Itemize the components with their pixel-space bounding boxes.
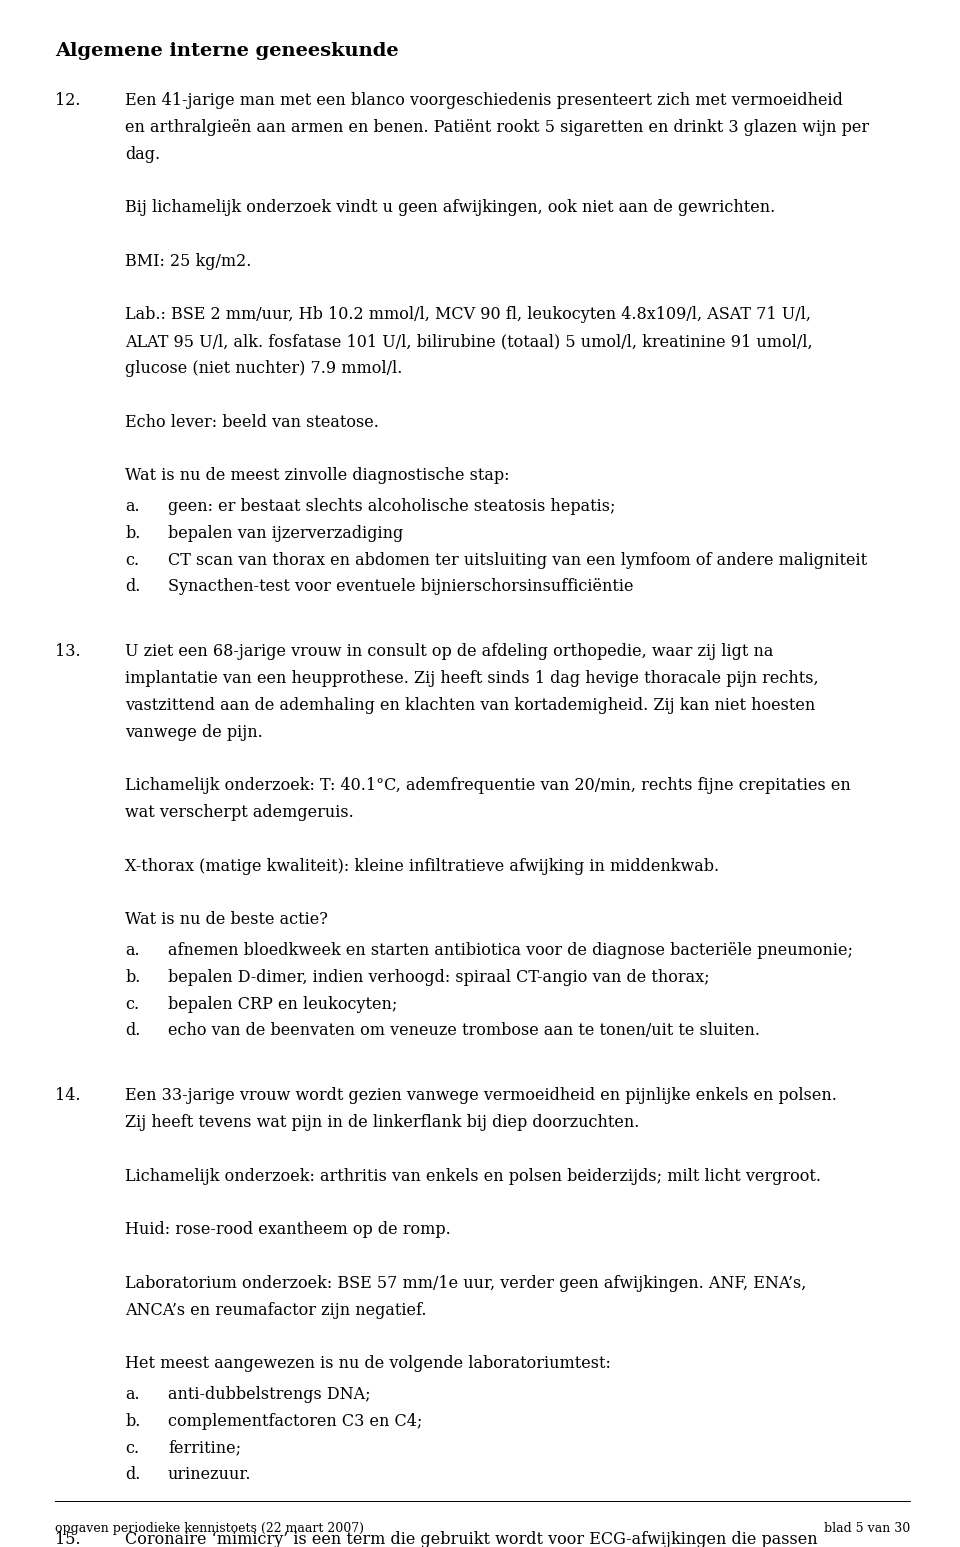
Text: Lichamelijk onderzoek: arthritis van enkels en polsen beiderzijds; milt licht ve: Lichamelijk onderzoek: arthritis van enk… xyxy=(125,1168,821,1185)
Text: glucose (niet nuchter) 7.9 mmol/l.: glucose (niet nuchter) 7.9 mmol/l. xyxy=(125,360,402,377)
Text: U ziet een 68-jarige vrouw in consult op de afdeling orthopedie, waar zij ligt n: U ziet een 68-jarige vrouw in consult op… xyxy=(125,644,774,661)
Text: Wat is nu de beste actie?: Wat is nu de beste actie? xyxy=(125,911,328,928)
Text: geen: er bestaat slechts alcoholische steatosis hepatis;: geen: er bestaat slechts alcoholische st… xyxy=(168,498,615,515)
Text: bepalen CRP en leukocyten;: bepalen CRP en leukocyten; xyxy=(168,996,397,1013)
Text: 13.: 13. xyxy=(55,644,81,661)
Text: urinezuur.: urinezuur. xyxy=(168,1467,252,1484)
Text: ANCA’s en reumafactor zijn negatief.: ANCA’s en reumafactor zijn negatief. xyxy=(125,1301,426,1318)
Text: afnemen bloedkweek en starten antibiotica voor de diagnose bacteriële pneumonie;: afnemen bloedkweek en starten antibiotic… xyxy=(168,942,853,959)
Text: blad 5 van 30: blad 5 van 30 xyxy=(824,1522,910,1535)
Text: 15.: 15. xyxy=(55,1532,81,1547)
Text: ferritine;: ferritine; xyxy=(168,1440,241,1457)
Text: 14.: 14. xyxy=(55,1088,81,1105)
Text: b.: b. xyxy=(125,968,140,985)
Text: a.: a. xyxy=(125,942,139,959)
Text: Huid: rose-rood exantheem op de romp.: Huid: rose-rood exantheem op de romp. xyxy=(125,1221,451,1238)
Text: bepalen D-dimer, indien verhoogd: spiraal CT-angio van de thorax;: bepalen D-dimer, indien verhoogd: spiraa… xyxy=(168,968,709,985)
Text: ALAT 95 U/l, alk. fosfatase 101 U/l, bilirubine (totaal) 5 umol/l, kreatinine 91: ALAT 95 U/l, alk. fosfatase 101 U/l, bil… xyxy=(125,333,812,350)
Text: en arthralgieën aan armen en benen. Patiënt rookt 5 sigaretten en drinkt 3 glaze: en arthralgieën aan armen en benen. Pati… xyxy=(125,119,869,136)
Text: Bij lichamelijk onderzoek vindt u geen afwijkingen, ook niet aan de gewrichten.: Bij lichamelijk onderzoek vindt u geen a… xyxy=(125,200,776,217)
Text: c.: c. xyxy=(125,552,139,569)
Text: Zij heeft tevens wat pijn in de linkerflank bij diep doorzuchten.: Zij heeft tevens wat pijn in de linkerfl… xyxy=(125,1114,639,1131)
Text: a.: a. xyxy=(125,1386,139,1403)
Text: opgaven periodieke kennistoets (22 maart 2007): opgaven periodieke kennistoets (22 maart… xyxy=(55,1522,364,1535)
Text: implantatie van een heupprothese. Zij heeft sinds 1 dag hevige thoracale pijn re: implantatie van een heupprothese. Zij he… xyxy=(125,670,819,687)
Text: Laboratorium onderzoek: BSE 57 mm/1e uur, verder geen afwijkingen. ANF, ENA’s,: Laboratorium onderzoek: BSE 57 mm/1e uur… xyxy=(125,1275,806,1292)
Text: Coronaire ‘mimicry’ is een term die gebruikt wordt voor ECG-afwijkingen die pass: Coronaire ‘mimicry’ is een term die gebr… xyxy=(125,1532,818,1547)
Text: echo van de beenvaten om veneuze trombose aan te tonen/uit te sluiten.: echo van de beenvaten om veneuze trombos… xyxy=(168,1023,760,1040)
Text: d.: d. xyxy=(125,1023,140,1040)
Text: complementfactoren C3 en C4;: complementfactoren C3 en C4; xyxy=(168,1412,422,1429)
Text: c.: c. xyxy=(125,996,139,1013)
Text: d.: d. xyxy=(125,1467,140,1484)
Text: Een 33-jarige vrouw wordt gezien vanwege vermoeidheid en pijnlijke enkels en pol: Een 33-jarige vrouw wordt gezien vanwege… xyxy=(125,1088,837,1105)
Text: a.: a. xyxy=(125,498,139,515)
Text: Algemene interne geneeskunde: Algemene interne geneeskunde xyxy=(55,42,398,60)
Text: Lab.: BSE 2 mm/uur, Hb 10.2 mmol/l, MCV 90 fl, leukocyten 4.8x109/l, ASAT 71 U/l: Lab.: BSE 2 mm/uur, Hb 10.2 mmol/l, MCV … xyxy=(125,306,811,323)
Text: vastzittend aan de ademhaling en klachten van kortademigheid. Zij kan niet hoest: vastzittend aan de ademhaling en klachte… xyxy=(125,696,815,713)
Text: dag.: dag. xyxy=(125,145,160,162)
Text: Echo lever: beeld van steatose.: Echo lever: beeld van steatose. xyxy=(125,413,379,430)
Text: Een 41-jarige man met een blanco voorgeschiedenis presenteert zich met vermoeidh: Een 41-jarige man met een blanco voorges… xyxy=(125,91,843,108)
Text: Lichamelijk onderzoek: T: 40.1°C, ademfrequentie van 20/min, rechts fijne crepit: Lichamelijk onderzoek: T: 40.1°C, ademfr… xyxy=(125,777,851,794)
Text: wat verscherpt ademgeruis.: wat verscherpt ademgeruis. xyxy=(125,804,353,821)
Text: d.: d. xyxy=(125,579,140,596)
Text: Wat is nu de meest zinvolle diagnostische stap:: Wat is nu de meest zinvolle diagnostisch… xyxy=(125,467,510,484)
Text: X-thorax (matige kwaliteit): kleine infiltratieve afwijking in middenkwab.: X-thorax (matige kwaliteit): kleine infi… xyxy=(125,857,719,874)
Text: b.: b. xyxy=(125,524,140,541)
Text: Het meest aangewezen is nu de volgende laboratoriumtest:: Het meest aangewezen is nu de volgende l… xyxy=(125,1355,611,1372)
Text: BMI: 25 kg/m2.: BMI: 25 kg/m2. xyxy=(125,252,252,269)
Text: c.: c. xyxy=(125,1440,139,1457)
Text: anti-dubbelstrengs DNA;: anti-dubbelstrengs DNA; xyxy=(168,1386,371,1403)
Text: 12.: 12. xyxy=(55,91,81,108)
Text: vanwege de pijn.: vanwege de pijn. xyxy=(125,724,263,741)
Text: Synacthen-test voor eventuele bijnierschorsinsufficiëntie: Synacthen-test voor eventuele bijniersch… xyxy=(168,579,634,596)
Text: b.: b. xyxy=(125,1412,140,1429)
Text: CT scan van thorax en abdomen ter uitsluiting van een lymfoom of andere malignit: CT scan van thorax en abdomen ter uitslu… xyxy=(168,552,867,569)
Text: bepalen van ijzerverzadiging: bepalen van ijzerverzadiging xyxy=(168,524,403,541)
